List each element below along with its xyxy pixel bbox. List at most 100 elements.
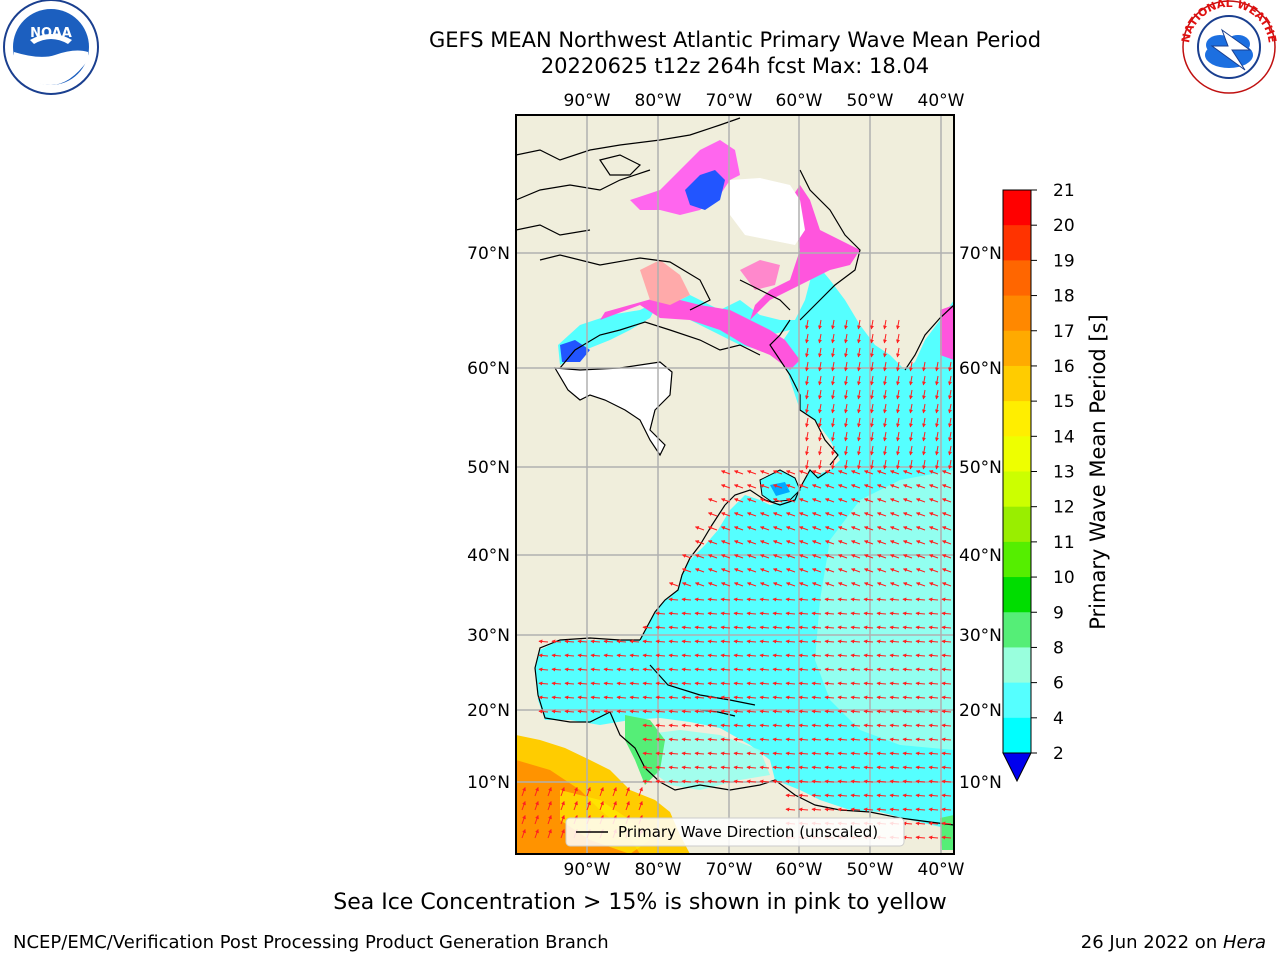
wave-arrow — [798, 554, 809, 559]
wave-arrow — [837, 625, 848, 630]
lat-labels-left: 70°N 60°N 50°N 40°N 30°N 20°N 10°N — [467, 244, 510, 793]
colorbar-segment — [1003, 541, 1031, 578]
wave-arrow — [889, 751, 900, 756]
wave-arrow — [844, 347, 848, 358]
wave-arrow — [720, 526, 731, 531]
wave-arrow — [837, 639, 848, 644]
wave-arrow — [785, 611, 796, 616]
colorbar-tick-label: 16 — [1053, 357, 1075, 377]
wave-arrow — [538, 695, 549, 700]
wave-arrow — [547, 786, 552, 797]
wave-arrow — [547, 828, 552, 839]
wave-arrow — [521, 828, 526, 839]
lon-labels-top: 90°W 80°W 70°W 60°W 50°W 40°W — [564, 91, 965, 111]
wave-arrow — [824, 765, 835, 770]
wave-arrow — [759, 498, 770, 503]
wave-arrow — [798, 470, 809, 475]
wave-arrow — [915, 653, 926, 658]
wave-arrow — [915, 639, 926, 644]
wave-arrow — [599, 800, 604, 811]
colorbar-tick-label: 4 — [1053, 709, 1064, 729]
wave-arrow — [551, 695, 562, 700]
wave-arrow — [915, 695, 926, 700]
wave-arrow — [707, 540, 718, 545]
colorbar-segment — [1003, 295, 1031, 332]
wave-arrow — [889, 681, 900, 686]
wave-arrow — [805, 445, 809, 456]
wave-arrow — [876, 667, 887, 672]
wave-arrow — [857, 333, 861, 344]
wave-arrow — [896, 347, 900, 358]
wave-arrow — [772, 667, 783, 672]
wave-arrow — [844, 389, 848, 400]
wave-arrow — [694, 653, 705, 658]
wave-arrow — [785, 667, 796, 672]
wave-arrow — [573, 800, 578, 811]
wave-arrow — [850, 709, 861, 714]
wave-arrow — [824, 582, 835, 587]
wave-arrow — [733, 625, 744, 630]
wave-arrow — [889, 807, 900, 812]
wave-arrow — [876, 582, 887, 587]
wave-arrow — [883, 417, 887, 428]
map-frame — [515, 114, 955, 855]
lat-label: 30°N — [959, 626, 1002, 646]
wave-arrow — [707, 498, 718, 503]
wave-arrow — [941, 765, 952, 770]
wave-arrow — [928, 737, 939, 742]
colorbar-segment — [1003, 225, 1031, 261]
wave-arrow — [772, 751, 783, 756]
wave-arrow — [837, 568, 848, 573]
wave-arrow — [863, 625, 874, 630]
wave-arrow — [896, 333, 900, 344]
wave-arrow — [850, 526, 861, 531]
wave-arrow — [928, 821, 939, 826]
wave-arrow — [928, 526, 939, 531]
wave-arrow — [720, 723, 731, 728]
wave-arrow — [863, 765, 874, 770]
wave-arrow — [844, 333, 848, 344]
wave-arrow — [681, 611, 692, 616]
wave-arrow — [811, 639, 822, 644]
wave-arrow — [876, 512, 887, 517]
atlantic-green — [940, 815, 954, 850]
wave-arrow — [772, 681, 783, 686]
wave-arrow — [915, 470, 926, 475]
wave-arrow — [521, 814, 526, 825]
wave-arrow — [668, 582, 679, 587]
wave-arrow — [551, 639, 562, 644]
wave-arrow — [590, 709, 601, 714]
colorbar-label: Primary Wave Mean Period [s] — [1086, 314, 1110, 630]
wave-arrow — [922, 417, 926, 428]
wave-arrow — [824, 625, 835, 630]
wave-arrow — [896, 403, 900, 414]
wave-arrow — [746, 709, 757, 714]
wave-arrow — [720, 611, 731, 616]
wave-arrow — [681, 723, 692, 728]
wave-arrow — [733, 709, 744, 714]
wave-arrow — [707, 625, 718, 630]
wave-arrow — [811, 751, 822, 756]
wave-arrow — [876, 737, 887, 742]
title-line-2: 20220625 t12z 264h fcst Max: 18.04 — [540, 54, 930, 78]
wave-arrow — [928, 807, 939, 812]
wave-arrow — [805, 361, 809, 372]
wave-arrow — [811, 695, 822, 700]
wave-arrow — [850, 681, 861, 686]
wave-arrow — [805, 333, 809, 344]
wave-arrow — [694, 611, 705, 616]
wave-arrow — [818, 361, 822, 372]
wave-arrow — [850, 512, 861, 517]
wave-arrow — [655, 737, 666, 742]
wave-arrow — [922, 459, 926, 470]
wave-arrow — [863, 484, 874, 489]
wave-arrow — [850, 737, 861, 742]
wave-arrow — [759, 625, 770, 630]
wave-arrow — [772, 737, 783, 742]
wave-arrow — [824, 512, 835, 517]
wave-arrow — [772, 484, 783, 489]
wave-arrow — [759, 681, 770, 686]
wave-arrow — [642, 681, 653, 686]
wave-arrow — [746, 512, 757, 517]
wave-arrow — [844, 403, 848, 414]
